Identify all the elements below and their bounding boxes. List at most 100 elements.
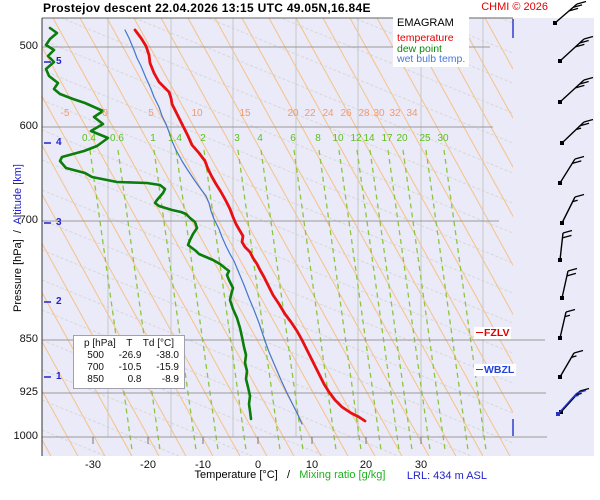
temperature-tick-label: 30	[414, 459, 428, 471]
pressure-axis-title: Pressure [hPa]	[12, 239, 24, 312]
pressure-tick-label: 850	[19, 333, 38, 345]
bottom-axis-title: Temperature [°C] / Mixing ratio [g/kg]	[100, 469, 480, 481]
wind-barb	[558, 76, 594, 104]
pressure-tick-label: 500	[19, 40, 38, 52]
table-cell: -26.9	[118, 350, 142, 361]
page-title: Prostejov descent 22.04.2026 13:15 UTC 4…	[43, 1, 371, 15]
isotherm-label: 10	[191, 108, 203, 119]
mixing-ratio-label: 8	[315, 133, 321, 144]
mixing-ratio-label: 17	[381, 133, 393, 144]
fzlv-tick	[476, 332, 483, 333]
mixing-ratio-label: 30	[437, 133, 449, 144]
wind-barb	[558, 35, 594, 63]
temperature-curve	[133, 28, 367, 423]
dew-point-curve	[44, 26, 253, 421]
table-cell: 500	[87, 350, 104, 361]
table-cell: -8.9	[161, 374, 179, 385]
mixing-ratio-label: 0.4	[82, 133, 96, 144]
mixing-ratio-label: 14	[363, 133, 375, 144]
axis-separator: /	[12, 230, 24, 234]
pressure-tick-label: 700	[19, 214, 38, 226]
mixing-ratio-label: 10	[332, 133, 344, 144]
wind-barb	[559, 387, 590, 414]
temperature-axis-title: Temperature [°C]	[194, 469, 278, 481]
wind-barb	[560, 267, 578, 300]
sounding-table: p [hPa] T Td [°C] 500 -26.9 -38.0 700 -10.5 -…	[73, 335, 185, 389]
wind-barb	[558, 229, 573, 262]
table-row: 850 0.8 -8.9	[77, 374, 181, 386]
wind-barb	[558, 308, 576, 340]
wind-barb	[556, 389, 587, 416]
copyright-text: CHMI © 2026	[481, 1, 548, 13]
mixing-ratio-label: 2	[200, 133, 206, 144]
isotherm-label: 30	[373, 108, 385, 119]
isotherm-label: -5	[60, 108, 70, 119]
pressure-tick-label: 600	[19, 120, 38, 132]
temperature-tick-label: 0	[254, 459, 262, 471]
altitude-tick-label: 3	[56, 217, 62, 228]
wind-barb	[560, 193, 585, 225]
mixing-ratio-label: 20	[396, 133, 408, 144]
temperature-tick-label: -30	[85, 459, 101, 471]
mixing-ratio-label: 1	[150, 133, 156, 144]
table-header-t: T	[126, 338, 133, 349]
wbzl-tick	[476, 369, 483, 370]
isotherm-label: 26	[340, 108, 352, 119]
wind-barb	[553, 0, 587, 25]
mixing-ratio-label: 12	[350, 133, 362, 144]
temperature-tick-label: -20	[140, 459, 156, 471]
isotherm-label: 24	[322, 108, 334, 119]
legend-item-dew-point: dew point	[397, 42, 442, 55]
axis-separator: /	[287, 469, 291, 481]
wind-barb	[558, 349, 584, 379]
temperature-tick-label: -10	[195, 459, 211, 471]
altitude-tick-label: 4	[56, 137, 62, 148]
lrl-readout: LRL: 434 m ASL	[406, 470, 487, 482]
table-header-p: p [hPa]	[84, 338, 116, 349]
legend-title: EMAGRAM	[397, 17, 454, 29]
altitude-tick-label: 5	[56, 56, 62, 67]
wind-barbs	[553, 0, 594, 416]
table-row: 500 -26.9 -38.0	[77, 350, 181, 362]
isotherm-label: 28	[358, 108, 370, 119]
temperature-tick-label: 10	[305, 459, 319, 471]
isotherm-label: 32	[389, 108, 401, 119]
mixing-ratio-label: 0.6	[110, 133, 124, 144]
isotherm-label: 0	[102, 108, 108, 119]
table-header-td: Td [°C]	[142, 338, 174, 349]
isotherm-label: 15	[239, 108, 251, 119]
wbzl-label: WBZL	[484, 364, 515, 376]
table-cell: 700	[87, 362, 104, 373]
mixing-ratio-label: 1.4	[168, 133, 182, 144]
table-cell: -38.0	[156, 350, 179, 361]
wbzl-marker: WBZL	[474, 364, 517, 376]
table-cell: 850	[87, 374, 104, 385]
table-cell: -10.5	[118, 362, 142, 373]
isotherm-label: 34	[406, 108, 418, 119]
table-cell: 0.8	[127, 374, 142, 385]
mixing-ratio-label: 3	[234, 133, 240, 144]
wind-barb	[558, 155, 585, 185]
isotherm-label: 22	[304, 108, 316, 119]
wet-bulb-curve	[124, 29, 303, 425]
pressure-tick-label: 1000	[13, 430, 38, 442]
wind-barb	[560, 118, 594, 145]
mixing-ratio-axis-title: Mixing ratio [g/kg]	[299, 469, 386, 481]
mixing-ratio-label: 25	[419, 133, 431, 144]
altitude-tick-label: 2	[56, 296, 62, 307]
isotherm-label: 20	[287, 108, 299, 119]
fzlv-marker: FZLV	[474, 327, 512, 339]
legend: EMAGRAM temperature dew point wet bulb t…	[393, 16, 470, 67]
isotherm-label: 5	[148, 108, 154, 119]
altitude-tick-label: 1	[56, 371, 62, 382]
legend-item-wet-bulb: wet bulb temp.	[397, 53, 466, 65]
fzlv-label: FZLV	[484, 327, 510, 339]
pressure-tick-label: 925	[19, 386, 38, 398]
mixing-ratio-label: 4	[257, 133, 263, 144]
mixing-ratio-label: 6	[290, 133, 296, 144]
table-row: 700 -10.5 -15.9	[77, 362, 181, 374]
temperature-tick-label: 20	[359, 459, 373, 471]
